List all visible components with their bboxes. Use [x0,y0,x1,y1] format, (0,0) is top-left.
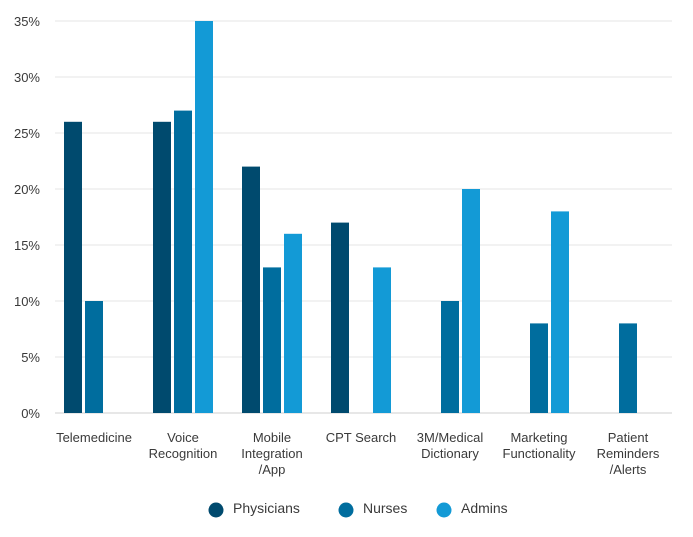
bar-nurses-4 [441,301,459,413]
x-category-label-line: Patient [608,430,649,445]
legend-swatch-nurses [338,502,354,518]
y-tick-label: 30% [14,70,40,85]
x-category-label-line: Functionality [503,446,576,461]
gridlines [55,20,672,414]
bar-physicians-3 [331,222,349,413]
x-axis-labels: Telemedicine Voice Recognition Mobile Integr… [56,430,660,477]
legend-label-admins: Admins [461,500,508,516]
y-tick-label: 0% [21,406,40,421]
x-category-label: Mobile Integration/App [241,430,302,477]
x-category-label-line: Telemedicine [56,430,132,445]
bar-admins-2 [284,233,302,413]
bar-nurses-0 [85,301,103,413]
x-category-label: Marketing Functionality [503,430,576,461]
y-axis-ticks: 0% 5% 10% 15% 20% 25% 30% 35% [14,14,40,421]
x-category-label: 3M/Medical Dictionary [417,430,484,461]
y-tick-label: 35% [14,14,40,29]
bar-admins-5 [551,211,569,413]
x-category-label-line: 3M/Medical [417,430,484,445]
bars [64,21,637,414]
legend-swatch-physicians [208,502,224,518]
bar-nurses-1 [174,110,192,413]
x-category-label-line: Marketing [510,430,567,445]
bar-admins-4 [462,189,480,413]
bar-physicians-1 [153,121,171,414]
y-tick-label: 25% [14,126,40,141]
y-tick-label: 5% [21,350,40,365]
y-tick-label: 10% [14,294,40,309]
x-category-label: Voice Recognition [149,430,218,461]
y-tick-label: 20% [14,182,40,197]
x-category-label-line: CPT Search [326,430,397,445]
bar-nurses-5 [530,323,548,413]
x-category-label-line: /Alerts [610,462,647,477]
y-tick-label: 15% [14,238,40,253]
bar-nurses-2 [263,267,281,413]
legend-swatch-admins [436,502,452,518]
legend-label-nurses: Nurses [363,500,407,516]
x-category-label: Telemedicine [56,430,132,445]
x-category-label-line: Mobile [253,430,291,445]
bar-admins-3 [373,267,391,413]
x-category-label-line: Reminders [597,446,660,461]
bar-physicians-2 [242,166,260,413]
legend: Physicians Nurses Admins [208,500,508,518]
bar-nurses-6 [619,323,637,413]
x-category-label-line: /App [259,462,286,477]
x-category-label: CPT Search [326,430,397,445]
x-category-label-line: Integration [241,446,302,461]
x-category-label-line: Dictionary [421,446,479,461]
x-category-label-line: Recognition [149,446,218,461]
bar-admins-1 [195,21,213,413]
x-category-label-line: Voice [167,430,199,445]
legend-label-physicians: Physicians [233,500,300,516]
x-category-label: Patient Reminders/Alerts [597,430,660,477]
bar-physicians-0 [64,121,82,414]
